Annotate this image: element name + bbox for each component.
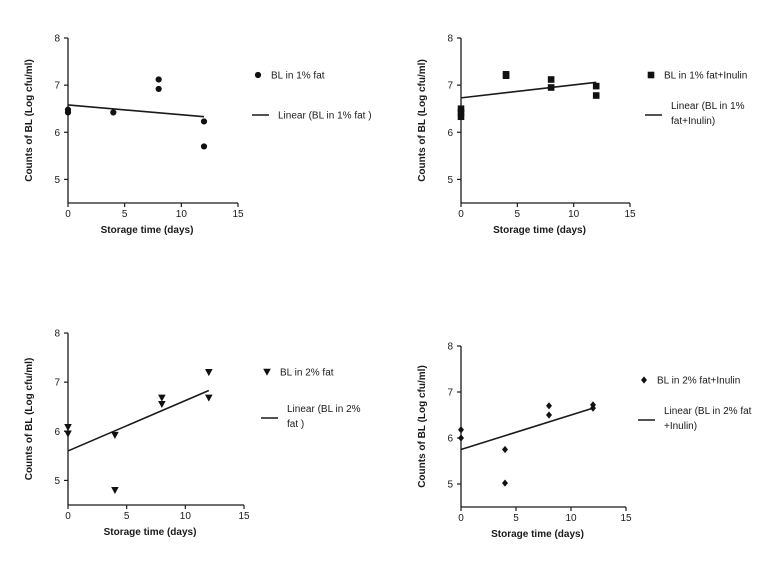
linear-fit-line [460, 407, 594, 451]
legend-line-label: Linear (BL in 1% fat ) [278, 111, 372, 122]
data-point [155, 85, 162, 93]
legend-marker [263, 368, 271, 376]
data-point [64, 106, 72, 113]
data-point [64, 424, 72, 432]
legend-points-label: BL in 1% fat [271, 71, 325, 82]
y-tick-label: 6 [54, 128, 60, 139]
data-point [546, 411, 552, 419]
y-axis-title: Counts of BL (Log cfu/ml) [24, 59, 35, 182]
data-point [457, 109, 465, 116]
y-tick-label: 5 [54, 175, 60, 186]
x-tick-label: 15 [620, 513, 632, 524]
data-point [547, 84, 555, 91]
linear-fit-line [460, 81, 597, 99]
data-point [158, 394, 166, 402]
data-point [158, 400, 166, 409]
linear-fit-line [67, 389, 210, 452]
x-tick-label: 0 [458, 513, 464, 524]
x-tick-label: 10 [568, 209, 580, 220]
data-point [155, 76, 162, 83]
x-tick-label: 5 [122, 209, 128, 220]
y-tick-label: 7 [54, 378, 60, 389]
data-point [64, 430, 72, 438]
chart-panel-1: 5 6 7 8 0 5 10 15 Storage time (days) Counts of B… [24, 34, 372, 237]
y-axis-title: Counts of BL (Log cfu/ml) [417, 59, 428, 182]
legend-points-label: BL in 2% fat [280, 368, 334, 379]
legend-marker [647, 71, 655, 79]
data-point [200, 118, 208, 125]
x-axis-title: Storage time (days) [101, 225, 194, 236]
y-tick-label: 5 [54, 476, 60, 487]
data-point [546, 402, 552, 410]
x-tick-label: 5 [515, 209, 521, 220]
data-point [592, 92, 600, 99]
data-point [502, 479, 508, 487]
data-point [502, 445, 508, 454]
data-point [592, 82, 600, 90]
data-point [590, 404, 596, 412]
y-axis-title: Counts of BL (Log cfu/ml) [417, 365, 428, 488]
x-tick-label: 10 [180, 511, 192, 522]
chart-panel-3: 5 6 7 8 0 5 10 15 Storage time (days) Counts of B… [24, 329, 361, 539]
y-tick-label: 6 [447, 128, 453, 139]
legend-points-label: BL in 1% fat+Inulin [664, 71, 747, 82]
y-tick-label: 7 [447, 81, 453, 92]
x-tick-label: 15 [232, 209, 244, 220]
data-point [547, 76, 555, 83]
x-tick-label: 10 [565, 513, 577, 524]
data-point [110, 109, 117, 116]
y-tick-label: 8 [54, 34, 60, 45]
legend-line-label: Linear (BL in 1% [671, 101, 745, 112]
data-point [457, 113, 465, 121]
legend-marker [641, 376, 647, 384]
x-tick-label: 0 [65, 209, 71, 220]
x-tick-label: 5 [513, 513, 519, 524]
chart-panel-4: 5 6 7 8 0 5 10 15 Storage time (days) Counts of B… [417, 342, 752, 541]
y-axis-title: Counts of BL (Log cfu/ml) [24, 358, 35, 481]
y-tick-label: 7 [54, 81, 60, 92]
legend-marker [254, 71, 262, 79]
x-tick-label: 5 [124, 511, 130, 522]
y-tick-label: 8 [447, 34, 453, 45]
linear-fit-line [67, 104, 205, 118]
y-tick-label: 8 [54, 329, 60, 340]
x-tick-label: 0 [458, 209, 464, 220]
x-tick-label: 15 [624, 209, 636, 220]
x-axis-title: Storage time (days) [493, 225, 586, 236]
x-tick-label: 0 [65, 511, 71, 522]
legend-line-label: Linear (BL in 2% fat [664, 406, 752, 417]
y-tick-label: 7 [447, 388, 453, 399]
data-point [502, 71, 510, 78]
data-point [200, 143, 208, 150]
data-point [458, 426, 464, 434]
y-tick-label: 5 [447, 175, 453, 186]
x-tick-label: 15 [238, 511, 250, 522]
chart-panel-2: 5 6 7 8 0 5 10 15 Storage time (days) Counts of B… [417, 34, 747, 237]
legend-line-label: +Inulin) [664, 421, 697, 432]
legend-line-label: fat+Inulin) [671, 116, 715, 127]
y-tick-label: 6 [54, 427, 60, 438]
data-point [205, 369, 213, 377]
x-tick-label: 10 [176, 209, 188, 220]
y-tick-label: 5 [447, 480, 453, 491]
legend-line-label: fat ) [287, 419, 304, 430]
legend-line-label: Linear (BL in 2% [287, 404, 361, 415]
legend-points-label: BL in 2% fat+Inulin [657, 376, 740, 387]
x-axis-title: Storage time (days) [104, 527, 197, 538]
data-point [111, 431, 119, 440]
x-axis-title: Storage time (days) [491, 529, 584, 540]
data-point [458, 434, 464, 442]
y-tick-label: 6 [447, 434, 453, 445]
data-point [111, 486, 119, 495]
y-tick-label: 8 [447, 342, 453, 353]
data-point [457, 105, 465, 113]
data-point [205, 394, 213, 402]
